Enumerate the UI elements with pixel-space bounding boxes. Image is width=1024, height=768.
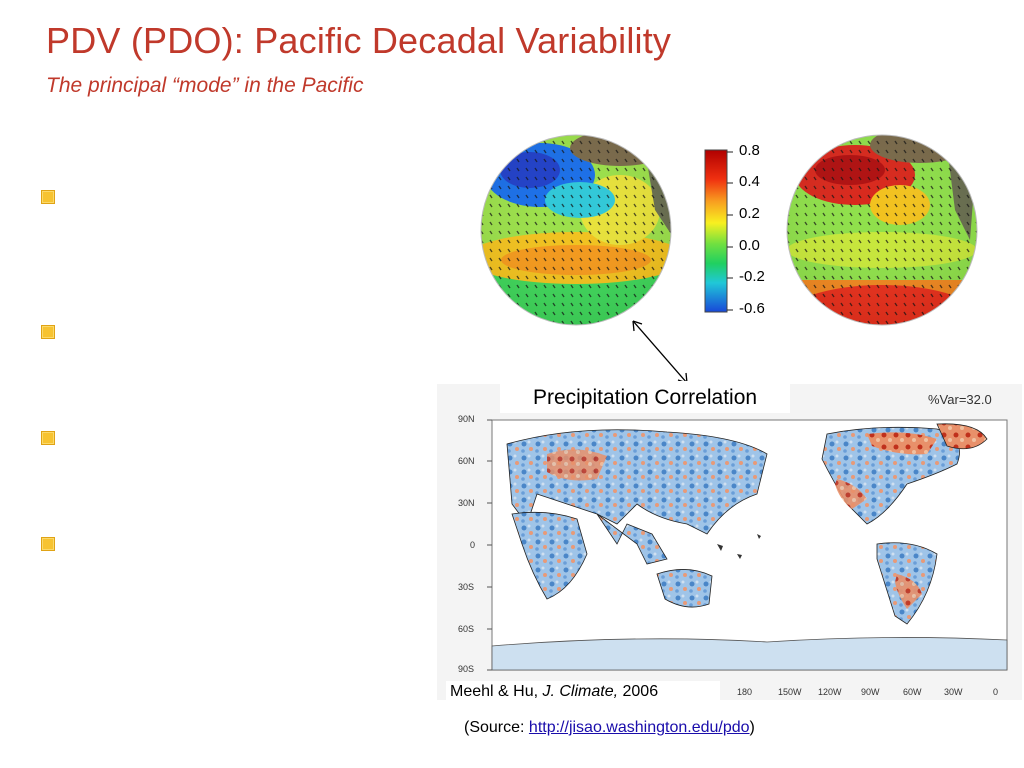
citation-authors: Meehl & Hu, <box>450 683 543 700</box>
lat-tick: 60N <box>458 456 475 466</box>
colorbar-tick: 0.0 <box>739 237 760 254</box>
source-suffix: ) <box>749 719 755 736</box>
slide-subtitle: The principal “mode” in the Pacific <box>46 74 364 97</box>
globe-left <box>481 135 671 325</box>
world-map <box>437 384 1022 700</box>
colorbar-tick: -0.2 <box>739 268 765 285</box>
precip-correlation-label: Precipitation Correlation <box>500 381 790 413</box>
lon-tick: 90W <box>861 687 880 697</box>
lon-tick: 30W <box>944 687 963 697</box>
lon-tick: 150W <box>778 687 802 697</box>
precip-map-panel <box>437 384 1022 700</box>
colorbar-tick: -0.6 <box>739 300 765 317</box>
colorbar-gradient <box>704 149 733 313</box>
colorbar-tick: 0.4 <box>739 173 760 190</box>
lon-tick: 60W <box>903 687 922 697</box>
slide-title: PDV (PDO): Pacific Decadal Variability <box>46 20 672 61</box>
source-line: (Source: http://jisao.washington.edu/pdo… <box>464 719 755 737</box>
citation-journal: J. Climate, <box>542 683 619 700</box>
bullet-square <box>41 537 55 551</box>
colorbar-tick: 0.2 <box>739 205 760 222</box>
lat-tick: 90N <box>458 414 475 424</box>
lat-tick: 30S <box>458 582 475 592</box>
source-prefix: (Source: <box>464 719 529 736</box>
lon-tick: 180 <box>737 687 753 697</box>
colorbar: 0.8 0.4 0.2 0.0 -0.2 -0.6 <box>703 142 765 319</box>
citation-year: 2006 <box>618 683 659 700</box>
lon-tick: 0 <box>993 687 999 697</box>
globe-images <box>480 134 978 326</box>
bullet-square <box>41 190 55 204</box>
bullet-square <box>41 431 55 445</box>
source-link[interactable]: http://jisao.washington.edu/pdo <box>528 719 750 736</box>
lon-tick: 120W <box>818 687 842 697</box>
lat-tick: 30N <box>458 498 475 508</box>
lat-tick: 90S <box>458 664 475 674</box>
globe-right <box>787 135 977 325</box>
lat-tick: 0 <box>470 540 476 550</box>
double-arrow <box>632 320 688 384</box>
variance-label: %Var=32.0 <box>928 392 992 407</box>
colorbar-tick: 0.8 <box>739 142 760 159</box>
citation: Meehl & Hu, J. Climate, 2006 <box>446 681 720 703</box>
bullet-square <box>41 325 55 339</box>
lat-tick: 60S <box>458 624 475 634</box>
